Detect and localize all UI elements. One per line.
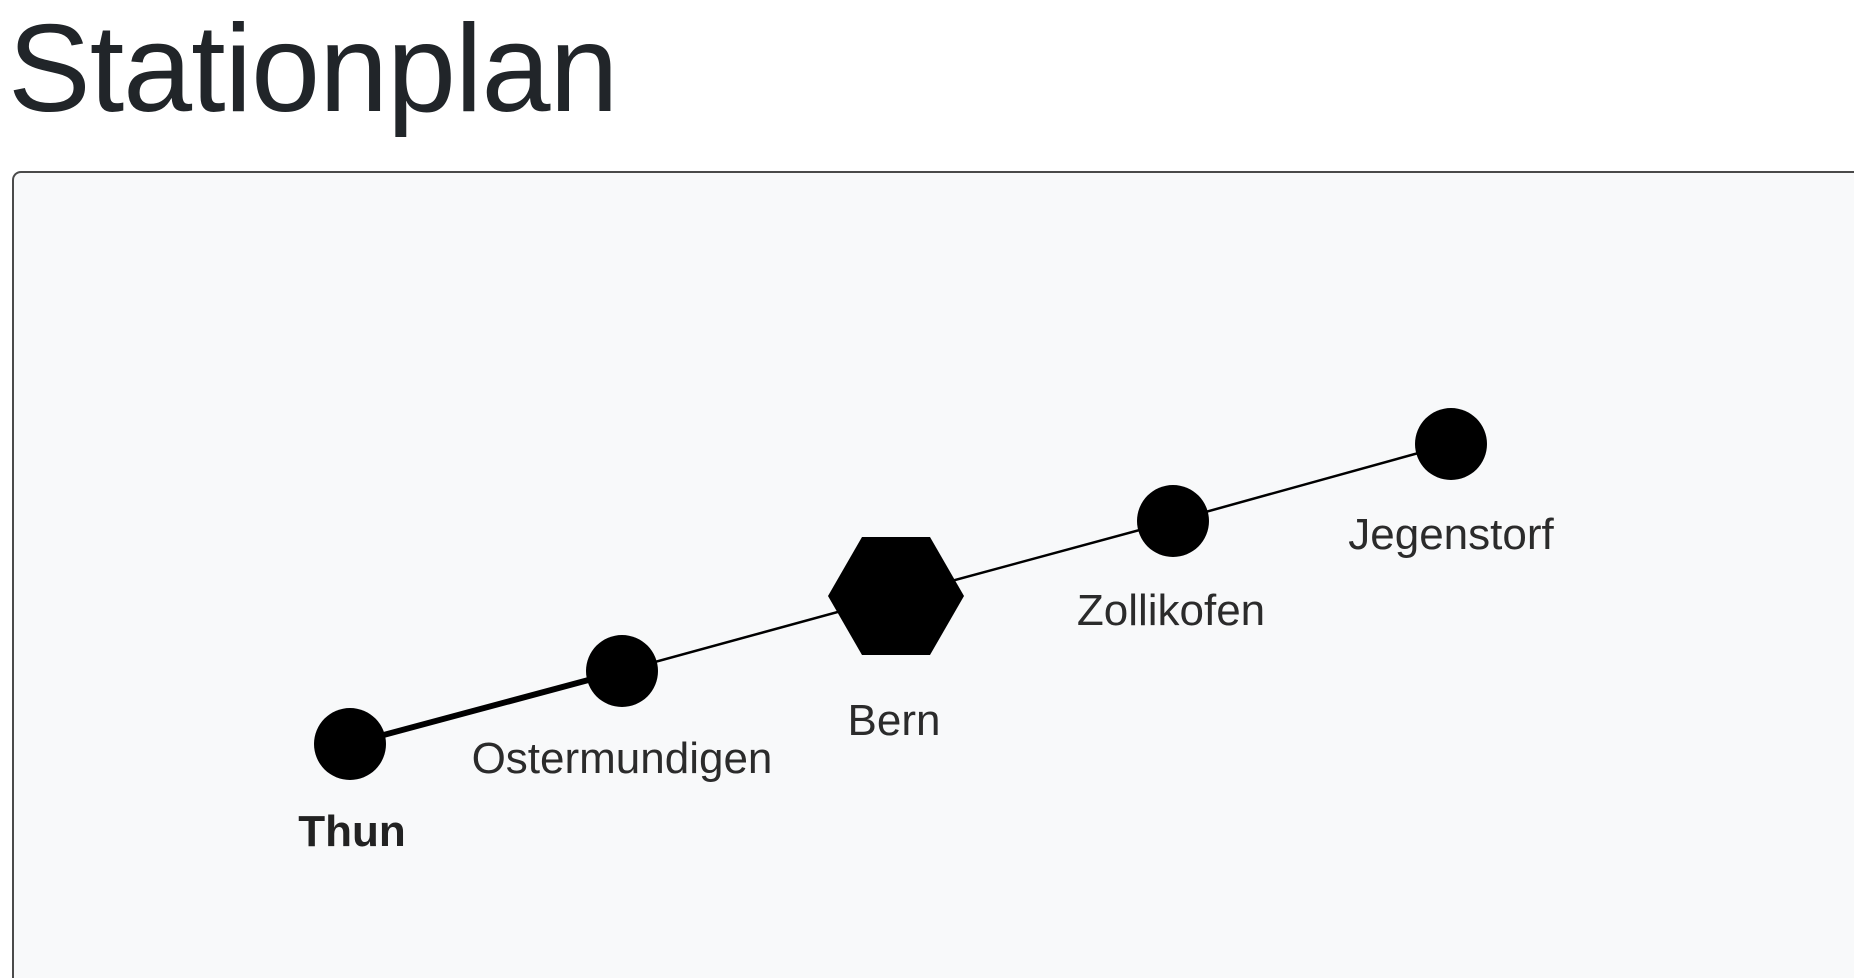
station-node-ostermundigen[interactable] — [586, 635, 658, 707]
segment-thun-ostermundigen — [349, 668, 623, 747]
station-ostermundigen[interactable]: Ostermundigen — [472, 635, 773, 783]
station-node-thun[interactable] — [314, 708, 386, 780]
station-zollikofen[interactable]: Zollikofen — [1077, 485, 1265, 635]
segment-zollikofen-jegenstorf — [1172, 442, 1452, 523]
station-label-ostermundigen: Ostermundigen — [472, 734, 773, 783]
station-label-thun: Thun — [298, 807, 406, 856]
station-bern[interactable]: Bern — [828, 537, 964, 745]
station-label-zollikofen: Zollikofen — [1077, 586, 1265, 635]
station-label-jegenstorf: Jegenstorf — [1348, 510, 1554, 559]
station-node-jegenstorf[interactable] — [1415, 408, 1487, 480]
station-label-bern: Bern — [848, 696, 941, 745]
page-title: Stationplan — [8, 0, 618, 138]
station-jegenstorf[interactable]: Jegenstorf — [1348, 408, 1554, 559]
station-node-zollikofen[interactable] — [1137, 485, 1209, 557]
station-thun[interactable]: Thun — [298, 708, 406, 856]
station-node-bern-hexagon-icon[interactable] — [828, 537, 964, 655]
